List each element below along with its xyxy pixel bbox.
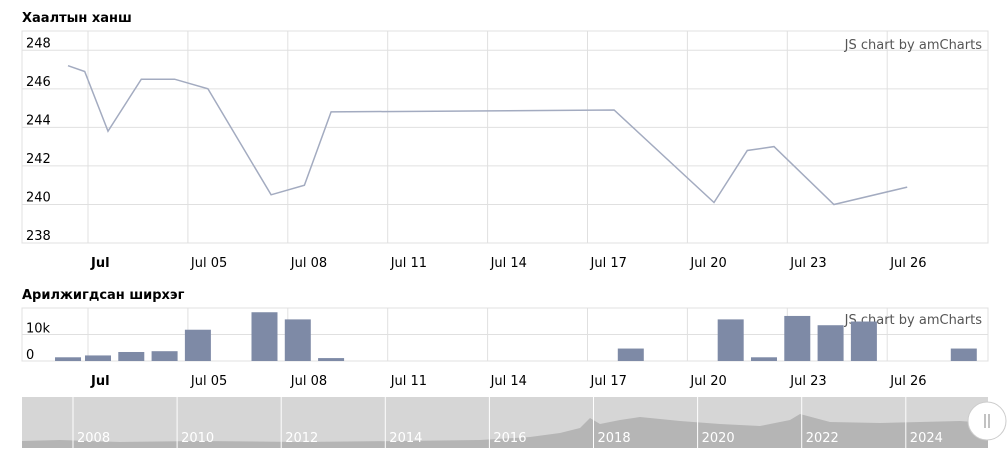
price-x-tick-label: Jul 08: [290, 256, 327, 271]
price-line: [67, 64, 908, 206]
volume-y-tick-label: 0: [26, 348, 34, 363]
price-x-tick-label: Jul 05: [190, 256, 227, 271]
price-point: [772, 145, 775, 148]
volume-x-tick-label: Jul 11: [390, 374, 427, 389]
price-y-tick-label: 242: [26, 152, 51, 167]
volume-bar: [318, 358, 345, 361]
price-point: [832, 203, 835, 206]
volume-bar: [84, 355, 111, 361]
volume-bar: [184, 329, 211, 361]
price-point: [906, 186, 909, 189]
volume-x-tick-label: Jul: [90, 374, 110, 389]
volume-bar: [950, 348, 977, 361]
scrollbar-grip-handle[interactable]: [967, 401, 1007, 441]
price-x-tick-label: Jul 26: [889, 256, 926, 271]
price-x-tick-label: Jul 23: [789, 256, 826, 271]
price-x-tick-label: Jul 17: [590, 256, 627, 271]
scrollbar-history-silhouette: [22, 414, 988, 448]
volume-x-tick-label: Jul 17: [590, 374, 627, 389]
scrollbar-year-label: 2010: [181, 431, 214, 446]
volume-bar: [850, 321, 877, 361]
price-point: [206, 87, 209, 90]
grip-lines-icon: [984, 414, 990, 428]
volume-bar: [251, 312, 278, 361]
scrollbar-year-label: 2008: [77, 431, 110, 446]
volume-bar: [151, 351, 178, 361]
price-point: [173, 78, 176, 81]
price-y-tick-label: 238: [26, 229, 51, 244]
price-point: [746, 149, 749, 152]
volume-x-tick-label: Jul 23: [789, 374, 826, 389]
price-panel[interactable]: 238 240 242 244 246 248 Jul Jul 05 Jul 08 Jul 11 J…: [21, 30, 989, 271]
price-x-tick-label: Jul 11: [390, 256, 427, 271]
scrollbar-year-label: 2018: [598, 431, 631, 446]
volume-bar: [717, 319, 744, 361]
price-chart-credit: JS chart by amCharts: [844, 38, 983, 53]
scrollbar-year-label: 2016: [493, 431, 526, 446]
price-point: [106, 130, 109, 133]
volume-x-tick-label: Jul 26: [889, 374, 926, 389]
price-point: [613, 109, 616, 112]
price-point: [330, 110, 333, 113]
price-point: [67, 64, 70, 67]
scrollbar-year-label: 2022: [806, 431, 839, 446]
volume-y-tick-label: 10k: [26, 322, 51, 337]
scrollbar-year-label: 2024: [910, 431, 943, 446]
volume-chart-credit: JS chart by amCharts: [844, 313, 983, 328]
volume-bar: [284, 319, 311, 361]
price-point: [713, 201, 716, 204]
volume-x-tick-label: Jul 05: [190, 374, 227, 389]
price-point: [83, 70, 86, 73]
period-scrollbar[interactable]: 2008 2010 2012 2014 2016 2018 2020 2022 2024: [22, 397, 1007, 448]
volume-bar: [750, 357, 777, 361]
scrollbar-year-label: 2014: [389, 431, 422, 446]
price-y-tick-label: 248: [26, 36, 51, 51]
volume-bar: [784, 315, 811, 361]
price-point: [270, 193, 273, 196]
price-x-tick-label: Jul 14: [490, 256, 527, 271]
scrollbar-year-label: 2012: [285, 431, 318, 446]
grip-circle: [967, 401, 1007, 441]
volume-x-tick-label: Jul 14: [490, 374, 527, 389]
scrollbar-year-label: 2020: [702, 431, 735, 446]
price-chart-title: Хаалтын ханш: [22, 11, 132, 26]
volume-x-tick-label: Jul 20: [689, 374, 726, 389]
price-plot-frame: [21, 30, 989, 244]
volume-bar: [617, 348, 644, 361]
price-y-tick-label: 246: [26, 75, 51, 90]
volume-bar: [817, 325, 844, 361]
price-x-tick-label: Jul 20: [689, 256, 726, 271]
volume-panel[interactable]: 0 10k Jul Jul 05 Jul 08 Jul 11 Jul 14 Jul 17 Jul…: [21, 307, 989, 389]
volume-x-tick-label: Jul 08: [290, 374, 327, 389]
price-x-tick-label: Jul: [90, 256, 110, 271]
price-y-tick-label: 240: [26, 190, 51, 205]
volume-bar: [118, 351, 145, 361]
price-point: [140, 78, 143, 81]
volume-chart-title: Арилжигдсан ширхэг: [22, 288, 185, 303]
price-point: [303, 184, 306, 187]
volume-bar: [55, 357, 82, 361]
price-y-tick-label: 244: [26, 113, 51, 128]
